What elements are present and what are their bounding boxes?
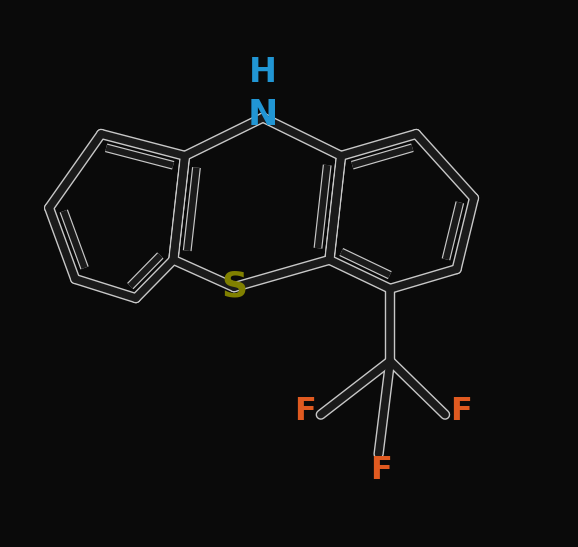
Text: F: F xyxy=(370,455,392,486)
Text: F: F xyxy=(450,397,472,427)
Text: H: H xyxy=(249,56,277,89)
Text: N: N xyxy=(248,98,278,132)
Text: S: S xyxy=(221,269,247,303)
Text: F: F xyxy=(294,397,316,427)
